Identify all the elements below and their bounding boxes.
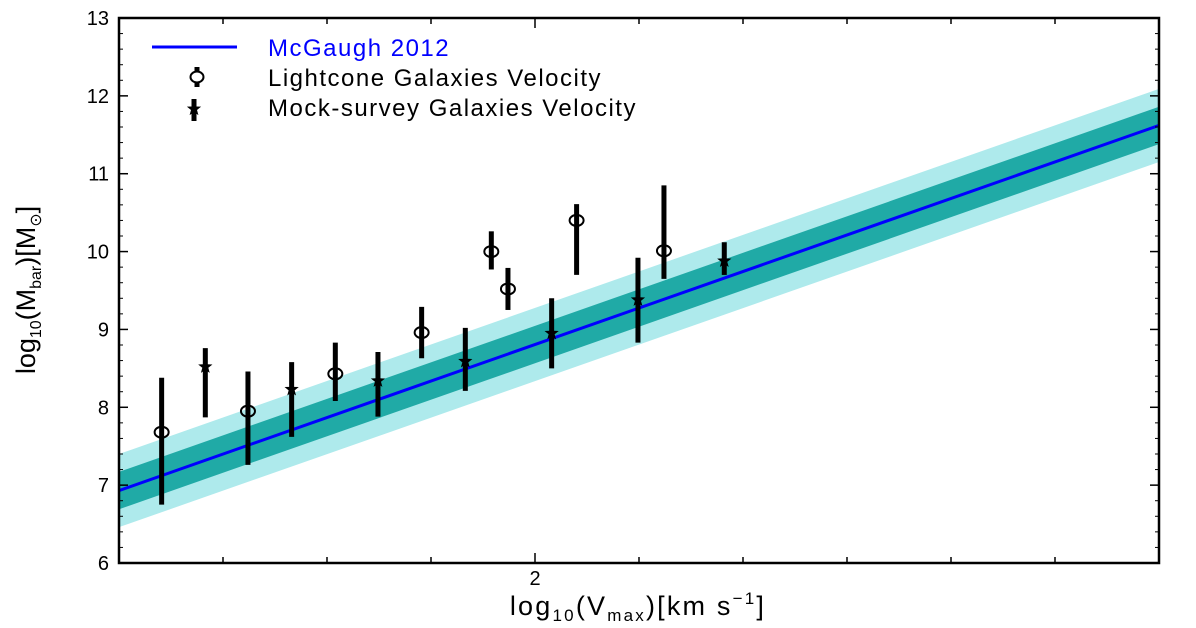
legend-label-mock: Mock-survey Galaxies Velocity [268, 95, 637, 122]
axis-ticks [119, 17, 1159, 564]
y-axis-label: log10(Mbar)[M⊙] [11, 206, 45, 374]
y-tick-label: 10 [87, 242, 109, 264]
y-tick-label: 13 [87, 8, 109, 30]
mock-point-6 [717, 253, 732, 267]
legend-label-lightcone: Lightcone Galaxies Velocity [268, 65, 602, 92]
x-tick-label: 2 [529, 568, 540, 590]
lightcone-point-6 [568, 213, 585, 227]
y-tick-label: 11 [88, 164, 109, 186]
y-tick-label: 12 [87, 86, 109, 108]
mock-point-0 [198, 359, 213, 373]
mock-point-4 [544, 325, 559, 340]
lightcone-point-4 [499, 282, 516, 296]
legend: McGaugh 2012 Lightcone Galaxies Velocity… [152, 35, 637, 122]
data-markers [153, 213, 732, 439]
lightcone-point-0 [153, 425, 170, 439]
y-tick-label: 8 [98, 397, 109, 419]
legend-swatch-lightcone-circle [189, 70, 205, 84]
tick-labels: 6 7 8 9 10 11 12 13 2 [87, 8, 541, 590]
legend-swatch-mock-star [186, 101, 202, 116]
mock-point-1 [284, 381, 299, 396]
mock-point-3 [458, 353, 473, 368]
mock-point-5 [630, 292, 646, 306]
lightcone-point-2 [327, 367, 344, 381]
lightcone-point-3 [413, 326, 430, 340]
legend-label-mcgaugh: McGaugh 2012 [268, 35, 450, 62]
lightcone-point-7 [655, 244, 672, 258]
lightcone-point-5 [483, 245, 500, 259]
lightcone-point-1 [239, 404, 256, 418]
x-axis-label: log10(Vmax)[km s−1] [510, 589, 766, 625]
y-tick-label: 9 [98, 319, 109, 341]
y-tick-label: 6 [98, 553, 109, 575]
y-tick-label: 7 [98, 475, 109, 497]
mock-point-2 [370, 373, 386, 387]
